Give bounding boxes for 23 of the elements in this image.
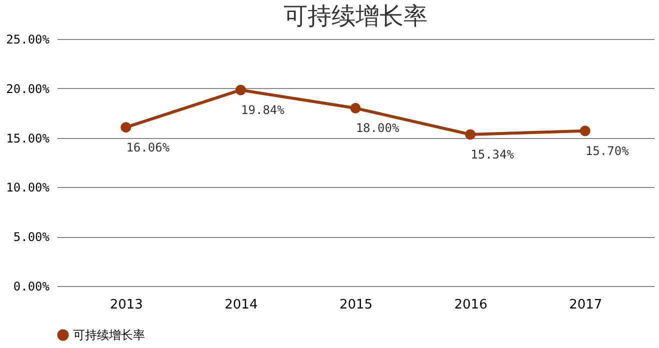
data-label: 15.34% — [470, 147, 515, 162]
point — [465, 129, 476, 140]
data-label: 19.84% — [241, 102, 286, 117]
x-tick-label: 2017 — [569, 298, 602, 312]
data-label: 18.00% — [356, 121, 400, 136]
y-tick-label: 0.00% — [13, 280, 50, 294]
y-tick-label: 20.00% — [6, 82, 50, 96]
point — [580, 126, 590, 136]
point — [235, 84, 246, 96]
y-tick-label: 5.00% — [13, 230, 50, 244]
data-label: 16.06% — [126, 140, 170, 154]
point — [350, 102, 361, 114]
x-tick-label: 2014 — [224, 298, 258, 312]
legend-label: 可持续增长率 — [73, 328, 145, 342]
chart-title: 可持续增长率 — [284, 2, 428, 30]
x-tick-label: 2016 — [454, 298, 488, 312]
data-label: 15.70% — [585, 144, 630, 158]
x-tick-label: 2013 — [110, 298, 143, 312]
y-tick-label: 25.00% — [6, 32, 50, 46]
point — [120, 122, 132, 133]
y-tick-label: 10.00% — [6, 180, 50, 195]
x-tick-label: 2015 — [339, 298, 373, 312]
y-tick-label: 15.00% — [6, 131, 50, 146]
